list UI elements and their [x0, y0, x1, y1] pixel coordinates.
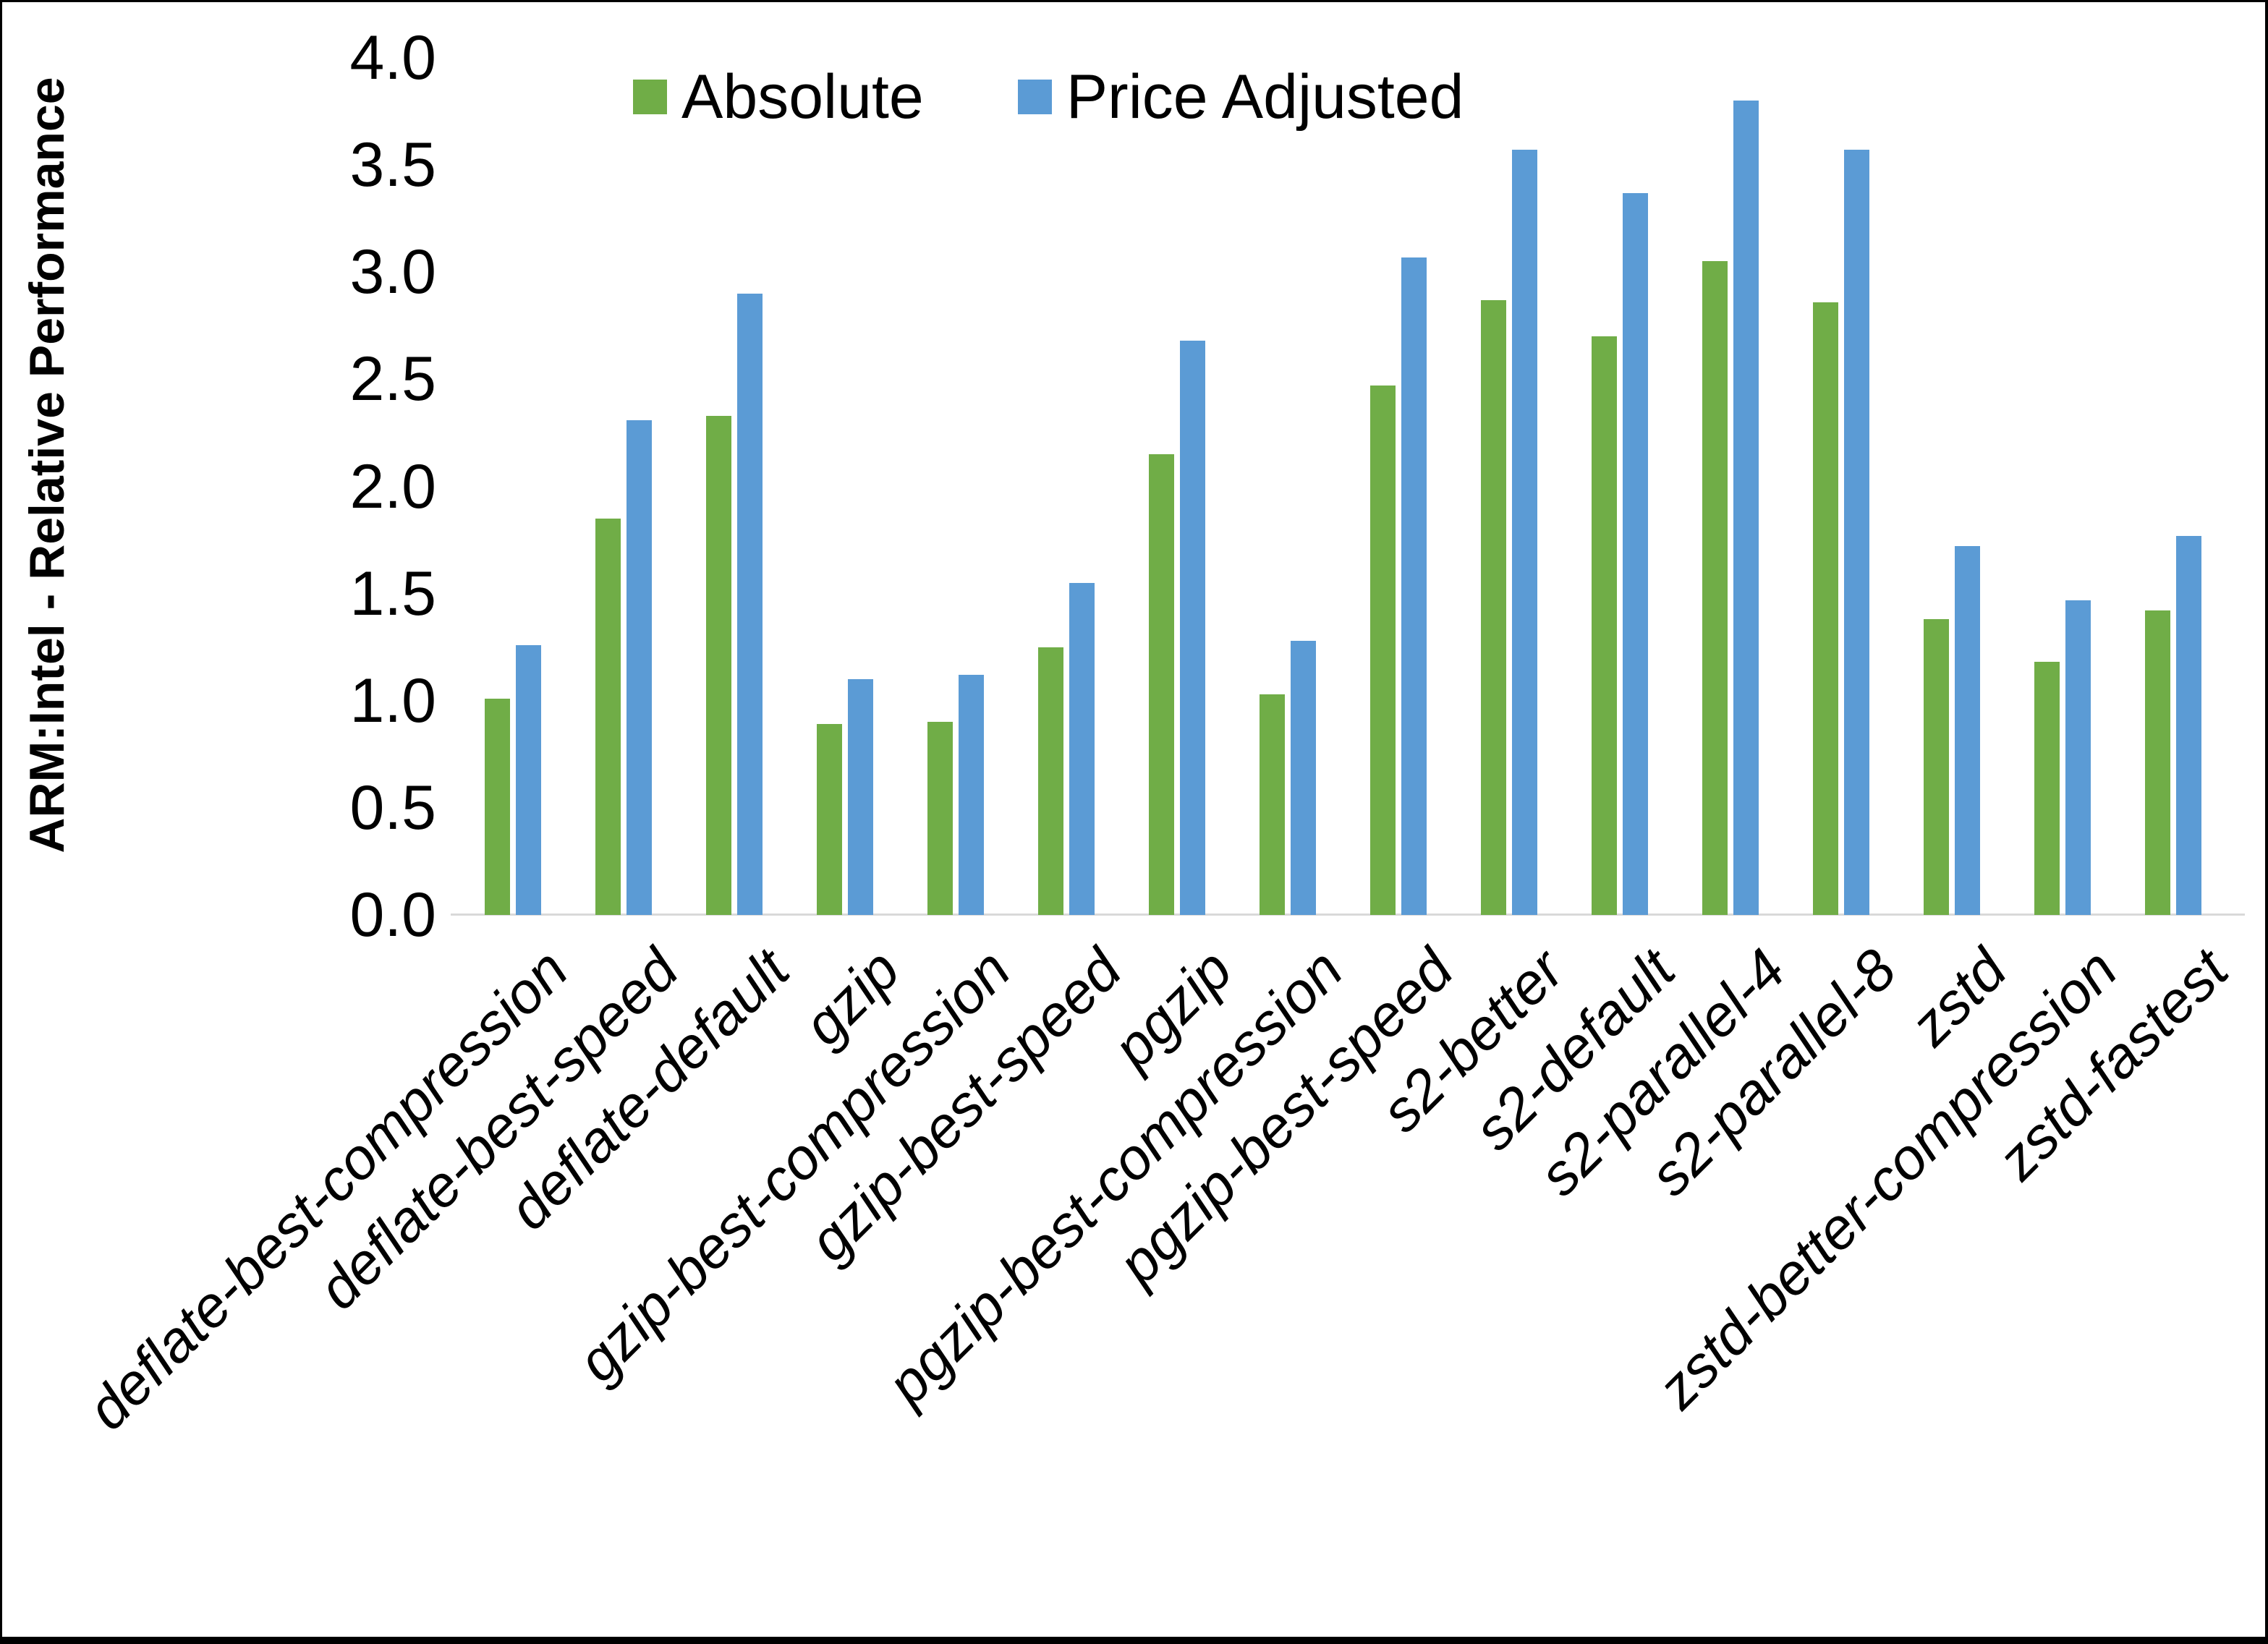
bar-absolute-zstd: [1924, 619, 1949, 915]
bar-absolute-pgzip: [1149, 454, 1174, 915]
y-tick-label: 3.0: [349, 237, 436, 307]
bar-price-adjusted-gzip-best-speed: [1069, 583, 1095, 915]
y-tick-label: 2.0: [349, 451, 436, 521]
bar-price-adjusted-zstd: [1955, 546, 1980, 915]
bar-price-adjusted-pgzip-best-compression: [1291, 641, 1316, 915]
y-tick-label: 1.5: [349, 558, 436, 629]
y-tick-label: 3.5: [349, 130, 436, 200]
bar-price-adjusted-s2-default: [1623, 193, 1648, 915]
bar-price-adjusted-pgzip: [1180, 341, 1205, 915]
y-axis-title: ARM:Intel - Relative Performance: [20, 77, 75, 853]
bar-absolute-gzip-best-compression: [927, 722, 953, 915]
bar-price-adjusted-pgzip-best-speed: [1401, 257, 1427, 915]
bar-absolute-zstd-fastest: [2145, 610, 2170, 915]
legend-swatch-price-adjusted: [1017, 80, 1052, 114]
legend-item-price-adjusted: Price Adjusted: [1017, 62, 1464, 132]
y-tick-label: 2.5: [349, 344, 436, 414]
legend-item-absolute: Absolute: [633, 66, 924, 128]
bar-absolute-deflate-best-speed: [595, 519, 621, 915]
bar-price-adjusted-deflate-best-speed: [627, 420, 652, 915]
bar-absolute-gzip: [817, 724, 842, 915]
bar-absolute-s2-better: [1481, 300, 1506, 915]
bar-price-adjusted-deflate-default: [737, 294, 763, 915]
bar-absolute-deflate-default: [706, 416, 731, 915]
bar-price-adjusted-s2-parallel-8: [1844, 150, 1869, 915]
bar-price-adjusted-deflate-best-compression: [516, 645, 541, 915]
legend-swatch-absolute: [633, 80, 667, 114]
bar-price-adjusted-gzip: [848, 679, 873, 915]
y-tick-label: 0.5: [349, 772, 436, 843]
y-tick-label: 0.0: [349, 880, 436, 950]
x-axis-line: [451, 913, 2245, 916]
bar-price-adjusted-zstd-better-compression: [2065, 600, 2091, 915]
bar-absolute-s2-parallel-4: [1702, 261, 1728, 915]
bar-price-adjusted-gzip-best-compression: [959, 675, 984, 915]
bar-price-adjusted-zstd-fastest: [2176, 536, 2201, 915]
bar-absolute-s2-default: [1592, 336, 1617, 915]
y-tick-label: 1.0: [349, 665, 436, 736]
bar-absolute-pgzip-best-compression: [1260, 694, 1285, 915]
y-tick-label: 4.0: [349, 23, 436, 93]
legend-label-absolute: Absolute: [681, 62, 924, 132]
bar-absolute-zstd-better-compression: [2034, 662, 2060, 915]
bar-absolute-gzip-best-speed: [1038, 647, 1063, 915]
bar-price-adjusted-s2-better: [1512, 150, 1537, 915]
legend-label-price-adjusted: Price Adjusted: [1066, 62, 1464, 132]
bar-price-adjusted-s2-parallel-4: [1733, 101, 1759, 915]
bar-absolute-pgzip-best-speed: [1370, 386, 1396, 915]
bar-absolute-s2-parallel-8: [1813, 302, 1838, 915]
legend: Absolute Price Adjusted: [633, 66, 1464, 128]
bar-absolute-deflate-best-compression: [485, 699, 510, 915]
